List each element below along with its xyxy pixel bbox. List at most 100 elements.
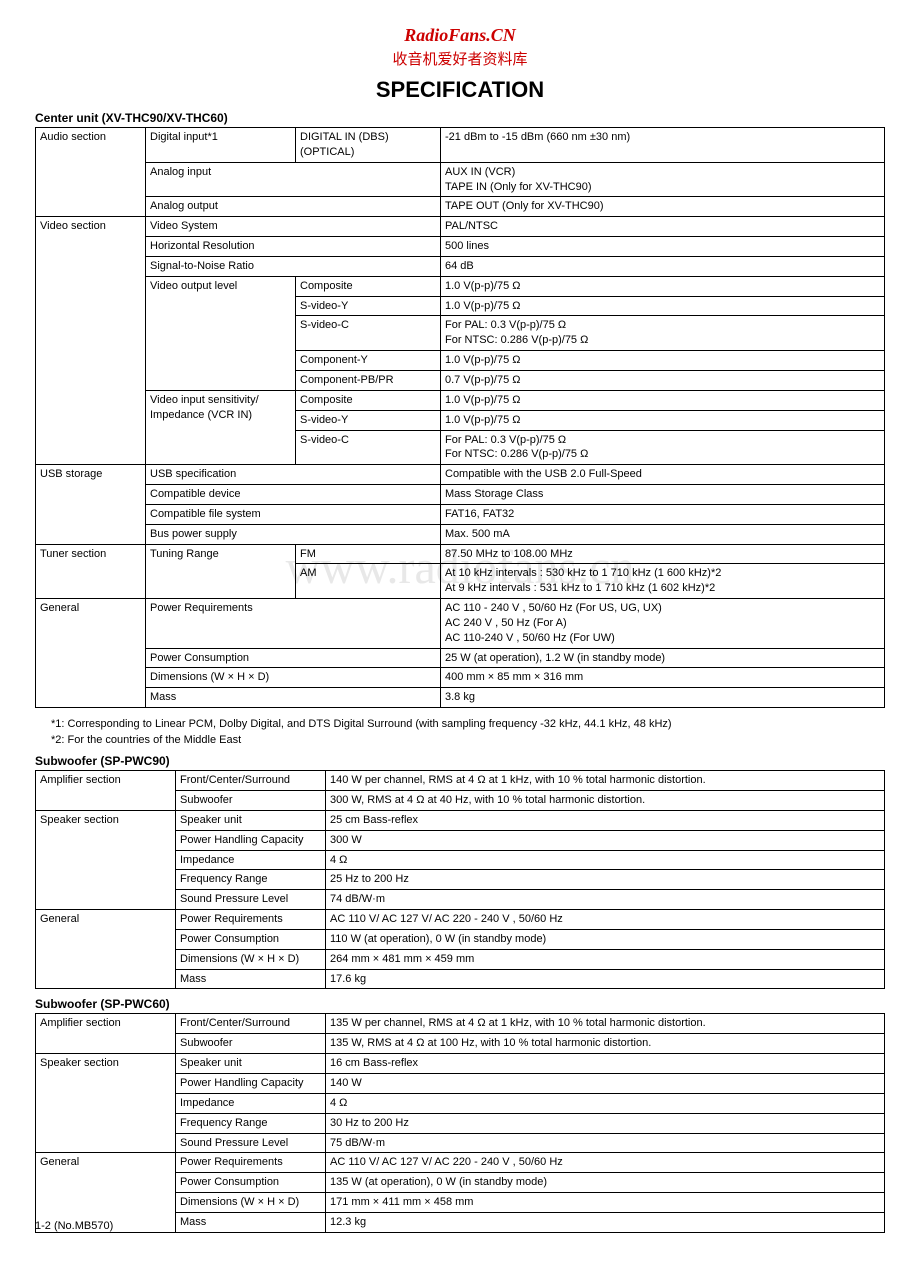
cell: 30 Hz to 200 Hz — [326, 1113, 885, 1133]
cell: TAPE OUT (Only for XV-THC90) — [441, 197, 885, 217]
cell: 74 dB/W·m — [326, 890, 885, 910]
cell: Dimensions (W × H × D) — [176, 1193, 326, 1213]
section-amp: Amplifier section — [36, 771, 176, 811]
section-tuner: Tuner section — [36, 544, 146, 599]
section-general: General — [36, 599, 146, 708]
cell: Digital input*1 — [146, 128, 296, 163]
cell: 4 Ω — [326, 850, 885, 870]
cell: For PAL: 0.3 V(p-p)/75 ΩFor NTSC: 0.286 … — [441, 430, 885, 465]
cell: Mass — [146, 688, 441, 708]
cell: Mass — [176, 969, 326, 989]
center-unit-title: Center unit (XV-THC90/XV-THC60) — [35, 111, 885, 125]
cell: Dimensions (W × H × D) — [176, 949, 326, 969]
cell: 1.0 V(p-p)/75 Ω — [441, 410, 885, 430]
cell: 135 W (at operation), 0 W (in standby mo… — [326, 1173, 885, 1193]
cell: S-video-Y — [296, 296, 441, 316]
cell: AC 110 V/ AC 127 V/ AC 220 - 240 V , 50/… — [326, 910, 885, 930]
cell: Speaker unit — [176, 1054, 326, 1074]
brand-header: RadioFans.CN — [35, 25, 885, 46]
cell: 1.0 V(p-p)/75 Ω — [441, 296, 885, 316]
cell: Video System — [146, 217, 441, 237]
cell: Frequency Range — [176, 870, 326, 890]
footnote-2: *2: For the countries of the Middle East — [51, 734, 885, 746]
cell: AUX IN (VCR)TAPE IN (Only for XV-THC90) — [441, 162, 885, 197]
cell: Horizontal Resolution — [146, 237, 441, 257]
cell: Power Requirements — [176, 1153, 326, 1173]
cell: 4 Ω — [326, 1093, 885, 1113]
cell: Analog input — [146, 162, 441, 197]
sub90-title: Subwoofer (SP-PWC90) — [35, 754, 885, 768]
cell: Compatible device — [146, 485, 441, 505]
cell: For PAL: 0.3 V(p-p)/75 ΩFor NTSC: 0.286 … — [441, 316, 885, 351]
cn-subtitle: 收音机爱好者资料库 — [35, 48, 885, 69]
cell: S-video-Y — [296, 410, 441, 430]
cell: 16 cm Bass-reflex — [326, 1054, 885, 1074]
cell: Max. 500 mA — [441, 524, 885, 544]
cell: Speaker unit — [176, 810, 326, 830]
cell: 500 lines — [441, 237, 885, 257]
cell: Power Handling Capacity — [176, 1073, 326, 1093]
cell: Front/Center/Surround — [176, 1014, 326, 1034]
sub60-title: Subwoofer (SP-PWC60) — [35, 997, 885, 1011]
center-unit-table: Audio section Digital input*1 DIGITAL IN… — [35, 127, 885, 708]
section-speaker: Speaker section — [36, 810, 176, 909]
cell: At 10 kHz intervals : 530 kHz to 1 710 k… — [441, 564, 885, 599]
cell: 25 Hz to 200 Hz — [326, 870, 885, 890]
cell: 3.8 kg — [441, 688, 885, 708]
cell: Power Consumption — [146, 648, 441, 668]
cell: Front/Center/Surround — [176, 771, 326, 791]
cell: 0.7 V(p-p)/75 Ω — [441, 370, 885, 390]
sub90-table: Amplifier section Front/Center/Surround … — [35, 770, 885, 989]
cell: Power Consumption — [176, 929, 326, 949]
cell: 264 mm × 481 mm × 459 mm — [326, 949, 885, 969]
cell: Tuning Range — [146, 544, 296, 599]
cell: Subwoofer — [176, 1034, 326, 1054]
section-speaker: Speaker section — [36, 1054, 176, 1153]
cell: 1.0 V(p-p)/75 Ω — [441, 351, 885, 371]
cell: 17.6 kg — [326, 969, 885, 989]
cell: 400 mm × 85 mm × 316 mm — [441, 668, 885, 688]
cell: 140 W — [326, 1073, 885, 1093]
cell: Subwoofer — [176, 791, 326, 811]
cell: 1.0 V(p-p)/75 Ω — [441, 276, 885, 296]
section-audio: Audio section — [36, 128, 146, 217]
cell: Power Handling Capacity — [176, 830, 326, 850]
cell: DIGITAL IN (DBS) (OPTICAL) — [296, 128, 441, 163]
cell: Analog output — [146, 197, 441, 217]
cell: 110 W (at operation), 0 W (in standby mo… — [326, 929, 885, 949]
cell: Dimensions (W × H × D) — [146, 668, 441, 688]
cell: Composite — [296, 390, 441, 410]
section-usb: USB storage — [36, 465, 146, 544]
cell: 1.0 V(p-p)/75 Ω — [441, 390, 885, 410]
cell: Bus power supply — [146, 524, 441, 544]
cell: 75 dB/W·m — [326, 1133, 885, 1153]
cell: Mass Storage Class — [441, 485, 885, 505]
footnote-1: *1: Corresponding to Linear PCM, Dolby D… — [51, 718, 885, 730]
section-amp: Amplifier section — [36, 1014, 176, 1054]
cell: -21 dBm to -15 dBm (660 nm ±30 nm) — [441, 128, 885, 163]
cell: Sound Pressure Level — [176, 890, 326, 910]
cell: Composite — [296, 276, 441, 296]
cell: S-video-C — [296, 316, 441, 351]
cell: Compatible with the USB 2.0 Full-Speed — [441, 465, 885, 485]
cell: Power Requirements — [176, 910, 326, 930]
cell: 25 cm Bass-reflex — [326, 810, 885, 830]
section-video: Video section — [36, 217, 146, 465]
page-title: SPECIFICATION — [35, 77, 885, 103]
cell: Sound Pressure Level — [176, 1133, 326, 1153]
page-footer: 1-2 (No.MB570) — [35, 1220, 113, 1232]
cell: 140 W per channel, RMS at 4 Ω at 1 kHz, … — [326, 771, 885, 791]
cell: Impedance — [176, 850, 326, 870]
cell: FAT16, FAT32 — [441, 504, 885, 524]
cell: Signal-to-Noise Ratio — [146, 256, 441, 276]
cell: USB specification — [146, 465, 441, 485]
cell: Component-Y — [296, 351, 441, 371]
cell: 25 W (at operation), 1.2 W (in standby m… — [441, 648, 885, 668]
cell: 87.50 MHz to 108.00 MHz — [441, 544, 885, 564]
cell: Power Requirements — [146, 599, 441, 649]
cell: 64 dB — [441, 256, 885, 276]
cell: Mass — [176, 1212, 326, 1232]
cell: 135 W, RMS at 4 Ω at 100 Hz, with 10 % t… — [326, 1034, 885, 1054]
cell: AC 110 - 240 V , 50/60 Hz (For US, UG, U… — [441, 599, 885, 649]
cell: Video output level — [146, 276, 296, 390]
